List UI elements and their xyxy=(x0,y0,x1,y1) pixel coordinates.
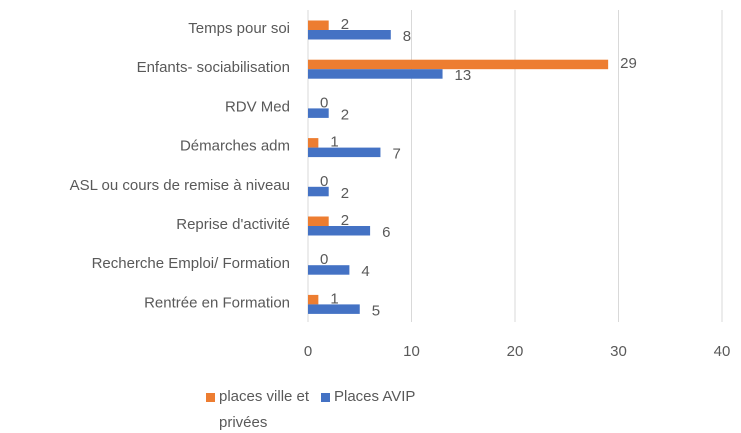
bar xyxy=(308,226,371,236)
data-label: 29 xyxy=(620,55,637,72)
bar xyxy=(308,294,319,305)
legend-swatch xyxy=(206,393,215,402)
bar xyxy=(308,186,329,197)
bar xyxy=(308,108,329,118)
bar xyxy=(308,138,319,148)
data-label: 0 xyxy=(320,94,328,111)
data-label: 2 xyxy=(341,106,349,123)
x-tick-label: 10 xyxy=(403,343,420,360)
bar xyxy=(308,216,329,226)
data-label: 6 xyxy=(382,224,390,241)
legend-label: places ville et privées xyxy=(219,388,310,431)
legend-swatch xyxy=(321,393,330,402)
data-label: 0 xyxy=(320,173,328,190)
bar xyxy=(308,20,329,30)
y-tick-label: Démarches adm xyxy=(180,138,290,155)
data-label: 1 xyxy=(330,290,338,307)
data-label: 0 xyxy=(320,251,328,268)
y-tick-label: Enfants- sociabilisation xyxy=(137,59,290,76)
data-label: 7 xyxy=(392,146,400,163)
x-tick-label: 20 xyxy=(507,343,524,360)
y-tick-label: Temps pour soi xyxy=(188,20,290,37)
y-tick-label: Recherche Emploi/ Formation xyxy=(92,255,290,272)
data-label: 5 xyxy=(372,302,380,319)
data-label: 1 xyxy=(330,134,338,151)
legend-label: Places AVIP xyxy=(334,388,416,405)
x-tick-label: 30 xyxy=(610,343,627,360)
data-label: 2 xyxy=(341,212,349,229)
y-tick-label: Rentrée en Formation xyxy=(144,294,290,311)
bar xyxy=(308,265,350,275)
bar xyxy=(308,69,443,79)
data-label: 8 xyxy=(403,28,411,45)
x-tick-label: 40 xyxy=(714,343,731,360)
data-label: 13 xyxy=(455,67,472,84)
bar xyxy=(308,304,360,314)
bar xyxy=(308,30,391,40)
data-label: 4 xyxy=(361,263,369,280)
y-tick-label: ASL ou cours de remise à niveau xyxy=(70,177,290,194)
y-tick-label: RDV Med xyxy=(225,98,290,115)
data-label: 2 xyxy=(341,16,349,33)
bar xyxy=(308,147,381,158)
bar xyxy=(308,59,609,70)
data-label: 2 xyxy=(341,185,349,202)
y-tick-label: Reprise d'activité xyxy=(176,216,290,233)
x-tick-label: 0 xyxy=(304,343,312,360)
